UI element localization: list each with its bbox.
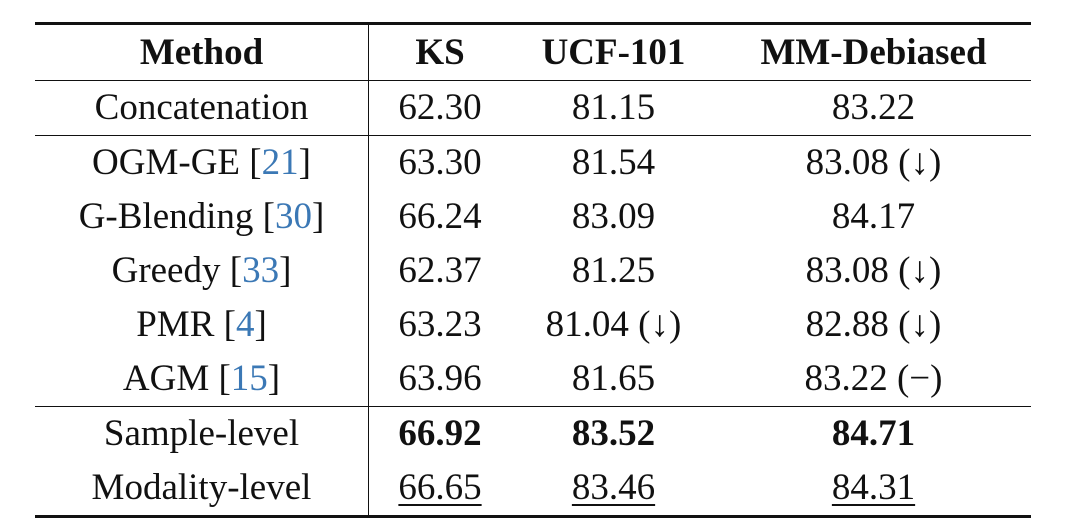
table-header: Method KS UCF-101 MM-Debiased xyxy=(35,23,1031,81)
method-name: Greedy [ xyxy=(111,250,243,291)
value: 83.46 xyxy=(571,467,656,508)
table-row: PMR [4] 63.23 81.04 (↓) 82.88 (↓) xyxy=(35,298,1031,352)
value: 83.09 xyxy=(571,196,656,237)
method-name: AGM [ xyxy=(122,358,231,399)
value-cell: 83.46 xyxy=(511,461,716,517)
value-cell: 81.65 xyxy=(511,352,716,407)
value-cell: 83.09 xyxy=(511,190,716,244)
method-name: PMR [ xyxy=(136,304,236,345)
results-table: Method KS UCF-101 MM-Debiased Concatenat… xyxy=(35,22,1031,518)
value: 81.65 xyxy=(571,358,656,399)
value-cell: 83.08 (↓) xyxy=(716,244,1031,298)
value-cell: 62.30 xyxy=(369,81,512,136)
table-row: Sample-level 66.92 83.52 84.71 xyxy=(35,406,1031,462)
value: 83.08 (↓) xyxy=(805,250,942,291)
value-cell: 66.24 xyxy=(369,190,512,244)
table-row: G-Blending [30] 66.24 83.09 84.17 xyxy=(35,190,1031,244)
value: 84.31 xyxy=(831,467,916,508)
method-cell: AGM [15] xyxy=(35,352,369,407)
table-row: Concatenation 62.30 81.15 83.22 xyxy=(35,80,1031,136)
value: 82.88 (↓) xyxy=(805,304,942,345)
table-row: Modality-level 66.65 83.46 84.31 xyxy=(35,461,1031,517)
value: 63.30 xyxy=(398,142,482,183)
method-name: ] xyxy=(279,250,292,291)
value: 62.37 xyxy=(398,250,482,291)
method-cell: PMR [4] xyxy=(35,298,369,352)
value: 63.96 xyxy=(398,358,482,399)
citation: 30 xyxy=(274,196,312,237)
value-cell: 63.96 xyxy=(369,352,512,407)
header-cell: KS xyxy=(415,31,465,73)
value: 81.54 xyxy=(571,142,656,183)
method-cell: G-Blending [30] xyxy=(35,190,369,244)
method-name: ] xyxy=(298,142,311,183)
method-name: Concatenation xyxy=(94,87,309,128)
value-cell: 84.71 xyxy=(716,407,1031,462)
citation: 15 xyxy=(230,358,268,399)
value-cell: 83.22 (−) xyxy=(716,352,1031,407)
table-row: AGM [15] 63.96 81.65 83.22 (−) xyxy=(35,352,1031,407)
table-row: OGM-GE [21] 63.30 81.54 83.08 (↓) xyxy=(35,135,1031,191)
method-cell: Modality-level xyxy=(35,461,369,517)
value-cell: 81.15 xyxy=(511,81,716,136)
value-cell: 81.54 xyxy=(511,136,716,191)
value-cell: 83.22 xyxy=(716,81,1031,136)
citation: 4 xyxy=(235,304,255,345)
header-cell: UCF-101 xyxy=(541,31,686,73)
value: 81.15 xyxy=(571,87,656,128)
value-cell: 63.30 xyxy=(369,136,512,191)
method-name: ] xyxy=(254,304,267,345)
value: 83.52 xyxy=(571,413,656,454)
value-cell: 84.17 xyxy=(716,190,1031,244)
value: 63.23 xyxy=(398,304,482,345)
value: 66.24 xyxy=(398,196,482,237)
value: 83.08 (↓) xyxy=(805,142,942,183)
value-cell: 63.23 xyxy=(369,298,512,352)
value-cell: 83.52 xyxy=(511,407,716,462)
method-cell: Greedy [33] xyxy=(35,244,369,298)
header-cell: MM-Debiased xyxy=(760,31,987,73)
value-cell: 62.37 xyxy=(369,244,512,298)
method-cell: OGM-GE [21] xyxy=(35,135,369,190)
citation: 21 xyxy=(261,142,299,183)
value-cell: 81.25 xyxy=(511,244,716,298)
table-row: Greedy [33] 62.37 81.25 83.08 (↓) xyxy=(35,244,1031,298)
method-name: ] xyxy=(267,358,281,399)
value: 83.22 (−) xyxy=(804,358,943,399)
header-row: Method KS UCF-101 MM-Debiased xyxy=(35,23,1031,81)
value-cell: 81.04 (↓) xyxy=(511,298,716,352)
value-cell: 84.31 xyxy=(716,461,1031,517)
value-cell: 82.88 (↓) xyxy=(716,298,1031,352)
value-cell: 66.92 xyxy=(369,407,512,462)
citation: 33 xyxy=(242,250,280,291)
value-cell: 66.65 xyxy=(369,461,512,517)
value-cell: 83.08 (↓) xyxy=(716,136,1031,191)
value: 81.25 xyxy=(571,250,656,291)
value: 66.65 xyxy=(398,467,482,508)
method-cell: Concatenation xyxy=(35,80,369,136)
header-cell: Method xyxy=(35,23,369,81)
method-name: G-Blending [ xyxy=(78,196,275,237)
method-name: OGM-GE [ xyxy=(92,142,262,183)
method-name: Modality-level xyxy=(91,467,312,508)
table-body: Concatenation 62.30 81.15 83.22 OGM-GE [21] 6… xyxy=(35,80,1031,517)
value: 84.71 xyxy=(831,413,916,454)
value: 84.17 xyxy=(831,196,916,237)
method-name: Sample-level xyxy=(103,413,300,454)
value: 83.22 xyxy=(831,87,916,128)
value: 62.30 xyxy=(398,87,482,128)
method-name: ] xyxy=(311,196,325,237)
method-cell: Sample-level xyxy=(35,406,369,461)
value: 66.92 xyxy=(398,413,482,454)
value: 81.04 (↓) xyxy=(545,304,682,345)
